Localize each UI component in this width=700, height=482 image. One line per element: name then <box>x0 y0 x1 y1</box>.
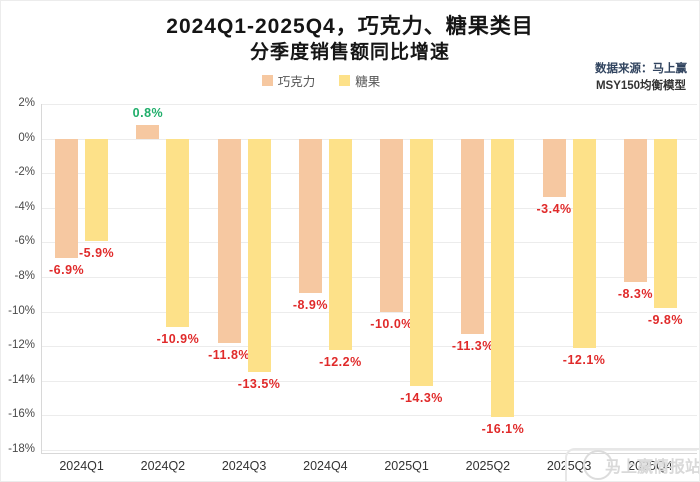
x-axis-category-label: 2025Q4 <box>628 459 673 473</box>
gridline <box>41 415 697 417</box>
value-label: -10.9% <box>156 332 200 347</box>
y-axis-tick-label: -2% <box>14 166 35 179</box>
x-axis-category-label: 2024Q4 <box>303 459 348 473</box>
x-axis-category-label: 2025Q2 <box>465 459 511 473</box>
gridline <box>41 311 697 313</box>
watermark-logo-icon <box>583 450 613 480</box>
bar-巧克力-2025Q3 <box>542 138 566 198</box>
watermark-text: 马上赢情报站 <box>605 459 700 476</box>
x-axis-category-label: 2024Q3 <box>221 459 267 473</box>
value-label: -6.9% <box>49 263 85 277</box>
watermark-frame <box>565 448 699 481</box>
bar-巧克力-2025Q2 <box>461 138 485 335</box>
chart-title-line2: 分季度销售额同比增速 <box>249 42 450 63</box>
bar-糖果-2024Q4 <box>328 138 352 350</box>
value-label: -5.9% <box>79 245 115 260</box>
y-axis-tick-label: -4% <box>14 200 35 213</box>
value-label: -11.3% <box>451 339 494 354</box>
legend-item-chocolate: 巧克力 <box>261 71 316 90</box>
value-label: -12.2% <box>319 354 362 369</box>
bar-糖果-2024Q3 <box>247 138 271 373</box>
y-axis-tick-label: -18% <box>8 443 35 455</box>
gridline <box>41 173 697 175</box>
chart-title-line1: 2024Q1-2025Q4，巧克力、糖果类目 <box>166 15 534 38</box>
value-label: -12.1% <box>562 352 606 367</box>
bar-巧克力-2025Q1 <box>380 138 404 312</box>
y-axis-tick-label: -12% <box>8 339 35 352</box>
x-axis-category-label: 2025Q1 <box>384 459 429 473</box>
gridline <box>41 346 697 348</box>
gridline <box>41 207 697 209</box>
y-axis-tick-label: -16% <box>8 408 35 421</box>
bar-巧克力-2025Q4 <box>623 138 647 283</box>
value-label: 0.8% <box>132 105 164 120</box>
legend-swatch-chocolate-icon <box>261 75 273 86</box>
bar-巧克力-2024Q1 <box>55 138 79 258</box>
legend-label-candy: 糖果 <box>355 75 381 89</box>
bar-巧克力-2024Q4 <box>298 138 322 293</box>
bar-巧克力-2024Q2 <box>136 124 160 139</box>
data-source-note: 数据来源：马上赢 MSY150均衡模型 <box>595 61 687 95</box>
x-axis-category-label: 2024Q1 <box>59 459 104 473</box>
data-source-line1: 数据来源：马上赢 <box>595 63 687 75</box>
value-label: -13.5% <box>237 377 281 392</box>
gridline <box>41 104 697 105</box>
y-axis-tick-label: -10% <box>8 304 35 317</box>
y-axis-tick-label: -14% <box>8 373 35 386</box>
gridline <box>41 450 697 451</box>
y-axis-tick-label: -8% <box>14 270 35 282</box>
bar-糖果-2025Q2 <box>491 138 515 418</box>
value-label: -14.3% <box>400 391 443 405</box>
bar-糖果-2025Q3 <box>572 138 596 348</box>
chart-legend: 巧克力 糖果 <box>1 71 641 90</box>
value-label: -8.3% <box>617 287 653 302</box>
gridline <box>41 138 697 140</box>
x-axis-category-label: 2024Q2 <box>140 459 186 473</box>
value-label: -3.4% <box>536 202 572 217</box>
y-axis-tick-label: 0% <box>18 131 35 144</box>
y-axis-tick-label: -6% <box>14 235 35 248</box>
bar-巧克力-2024Q3 <box>217 138 241 343</box>
gridline <box>41 242 697 244</box>
value-label: -10.0% <box>370 316 413 331</box>
x-axis-line <box>41 453 697 454</box>
bar-糖果-2025Q4 <box>653 138 677 309</box>
y-axis-tick-label: 2% <box>18 97 35 109</box>
y-axis-line <box>41 104 42 453</box>
value-label: -11.8% <box>208 347 251 362</box>
gridline <box>41 277 697 278</box>
value-label: -16.1% <box>481 422 525 437</box>
value-label: -9.8% <box>647 313 683 328</box>
bar-糖果-2024Q1 <box>85 138 109 241</box>
value-label: -8.9% <box>292 297 328 312</box>
bar-糖果-2024Q2 <box>166 138 190 328</box>
data-source-line2: MSY150均衡模型 <box>595 80 687 92</box>
x-axis-category-label: 2025Q3 <box>546 459 592 473</box>
legend-item-candy: 糖果 <box>339 71 380 90</box>
bar-糖果-2025Q1 <box>410 138 434 386</box>
legend-swatch-candy-icon <box>339 75 351 86</box>
gridline <box>41 380 697 382</box>
legend-label-chocolate: 巧克力 <box>277 75 316 89</box>
